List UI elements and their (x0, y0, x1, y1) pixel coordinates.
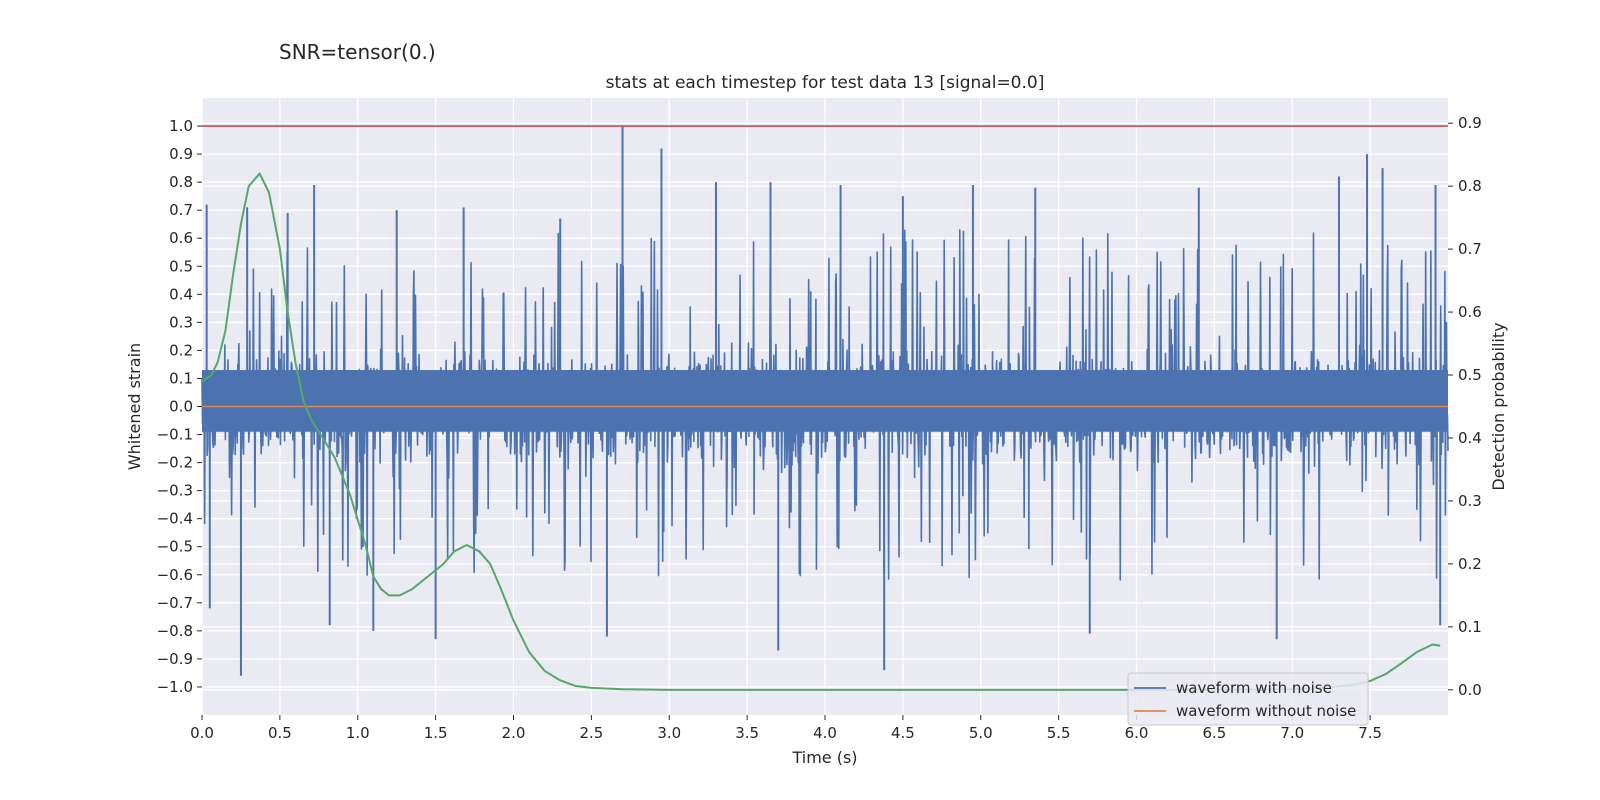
chart-title: stats at each timestep for test data 13 … (606, 73, 1045, 93)
series-waveform-with-noise-core (202, 370, 1448, 432)
y-right-tick-label: 0.5 (1458, 366, 1482, 384)
y-axis-left-label: Whitened strain (125, 343, 144, 470)
x-tick-label: 2.0 (502, 724, 526, 742)
y-left-tick-label: −0.9 (157, 650, 193, 668)
x-tick-label: 1.5 (424, 724, 448, 742)
y-right-tick-label: 0.9 (1458, 114, 1482, 132)
x-tick-label: 7.0 (1280, 724, 1304, 742)
y-left-tick-label: 0.1 (169, 369, 193, 387)
y-left-tick-label: −0.7 (157, 594, 193, 612)
x-tick-label: 5.5 (1047, 724, 1071, 742)
x-axis-label: Time (s) (791, 748, 857, 767)
legend-entry: waveform with noise (1176, 679, 1332, 697)
y-left-tick-label: 0.6 (169, 229, 193, 247)
x-tick-label: 6.5 (1202, 724, 1226, 742)
y-left-tick-label: 0.2 (169, 341, 193, 359)
y-left-tick-label: −0.2 (157, 454, 193, 472)
y-left-tick-label: −0.6 (157, 566, 193, 584)
y-right-tick-label: 0.0 (1458, 681, 1482, 699)
y-axis-right-label: Detection probability (1489, 322, 1508, 490)
x-tick-label: 4.0 (813, 724, 837, 742)
x-tick-label: 4.5 (891, 724, 915, 742)
x-tick-label: 1.0 (346, 724, 370, 742)
y-right-tick-label: 0.2 (1458, 555, 1482, 573)
figure-suptitle: SNR=tensor(0.) (279, 40, 436, 64)
x-tick-label: 3.0 (657, 724, 681, 742)
y-left-tick-label: 0.7 (169, 201, 193, 219)
x-tick-label: 6.0 (1125, 724, 1149, 742)
y-left-tick-label: −0.8 (157, 622, 193, 640)
y-left-tick-label: −0.4 (157, 510, 193, 528)
y-right-tick-label: 0.6 (1458, 303, 1482, 321)
y-right-tick-label: 0.4 (1458, 429, 1482, 447)
y-right-tick-label: 0.3 (1458, 492, 1482, 510)
y-left-tick-label: −0.3 (157, 482, 193, 500)
y-left-tick-label: 0.5 (169, 257, 193, 275)
x-tick-label: 0.5 (268, 724, 292, 742)
y-right-tick-label: 0.8 (1458, 177, 1482, 195)
y-left-tick-label: 1.0 (169, 117, 193, 135)
x-tick-label: 3.5 (735, 724, 759, 742)
legend-box (1127, 672, 1369, 726)
legend-entry: waveform without noise (1176, 702, 1356, 720)
y-left-tick-label: −0.1 (157, 426, 193, 444)
y-left-tick-label: 0.9 (169, 145, 193, 163)
y-left-tick-label: −1.0 (157, 678, 193, 696)
x-tick-label: 7.5 (1358, 724, 1382, 742)
y-left-tick-label: 0.4 (169, 285, 193, 303)
y-left-tick-label: 0.3 (169, 313, 193, 331)
y-left-tick-label: 0.0 (169, 398, 193, 416)
y-right-tick-label: 0.1 (1458, 618, 1482, 636)
y-left-tick-label: 0.8 (169, 173, 193, 191)
y-right-tick-label: 0.7 (1458, 240, 1482, 258)
x-tick-label: 5.0 (969, 724, 993, 742)
x-tick-label: 0.0 (190, 724, 214, 742)
x-tick-label: 2.5 (579, 724, 603, 742)
y-left-tick-label: −0.5 (157, 538, 193, 556)
